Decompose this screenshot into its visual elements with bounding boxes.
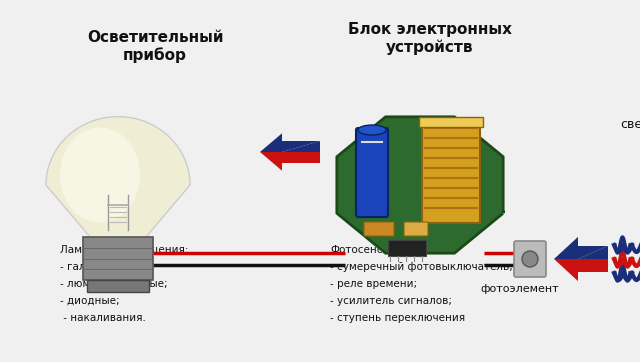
FancyBboxPatch shape xyxy=(388,240,426,256)
Text: - галогеновые;: - галогеновые; xyxy=(60,262,141,272)
Text: Фотосенсор:: Фотосенсор: xyxy=(330,245,399,255)
Text: - накаливания.: - накаливания. xyxy=(60,313,146,323)
Polygon shape xyxy=(260,152,282,171)
Polygon shape xyxy=(578,259,608,272)
FancyBboxPatch shape xyxy=(87,280,149,292)
Polygon shape xyxy=(260,133,282,152)
FancyBboxPatch shape xyxy=(422,123,480,223)
Polygon shape xyxy=(46,117,190,280)
FancyBboxPatch shape xyxy=(364,222,394,236)
Text: свет: свет xyxy=(620,118,640,131)
Text: Блок электронных
устройств: Блок электронных устройств xyxy=(348,22,512,55)
Ellipse shape xyxy=(358,125,386,135)
Polygon shape xyxy=(282,141,320,152)
FancyBboxPatch shape xyxy=(419,117,483,127)
FancyBboxPatch shape xyxy=(83,237,153,280)
Text: - усилитель сигналов;: - усилитель сигналов; xyxy=(330,296,452,306)
Polygon shape xyxy=(554,259,578,281)
Text: - сумеречный фотовыключатель;: - сумеречный фотовыключатель; xyxy=(330,262,513,272)
Text: Осветительный
прибор: Осветительный прибор xyxy=(87,30,223,63)
Circle shape xyxy=(522,251,538,267)
FancyBboxPatch shape xyxy=(356,128,388,217)
Polygon shape xyxy=(282,152,320,163)
Polygon shape xyxy=(578,246,608,259)
FancyBboxPatch shape xyxy=(514,241,546,277)
Polygon shape xyxy=(282,141,320,152)
Text: - люминесцентные;: - люминесцентные; xyxy=(60,279,168,289)
Polygon shape xyxy=(337,117,503,253)
Ellipse shape xyxy=(60,127,140,223)
Text: - диодные;: - диодные; xyxy=(60,296,120,306)
Polygon shape xyxy=(578,246,608,259)
Text: - реле времени;: - реле времени; xyxy=(330,279,417,289)
FancyBboxPatch shape xyxy=(404,222,428,236)
Text: фотоэлемент: фотоэлемент xyxy=(481,284,559,294)
Text: Лампы для освещения:: Лампы для освещения: xyxy=(60,245,189,255)
Polygon shape xyxy=(554,237,578,259)
Text: - ступень переключения: - ступень переключения xyxy=(330,313,465,323)
